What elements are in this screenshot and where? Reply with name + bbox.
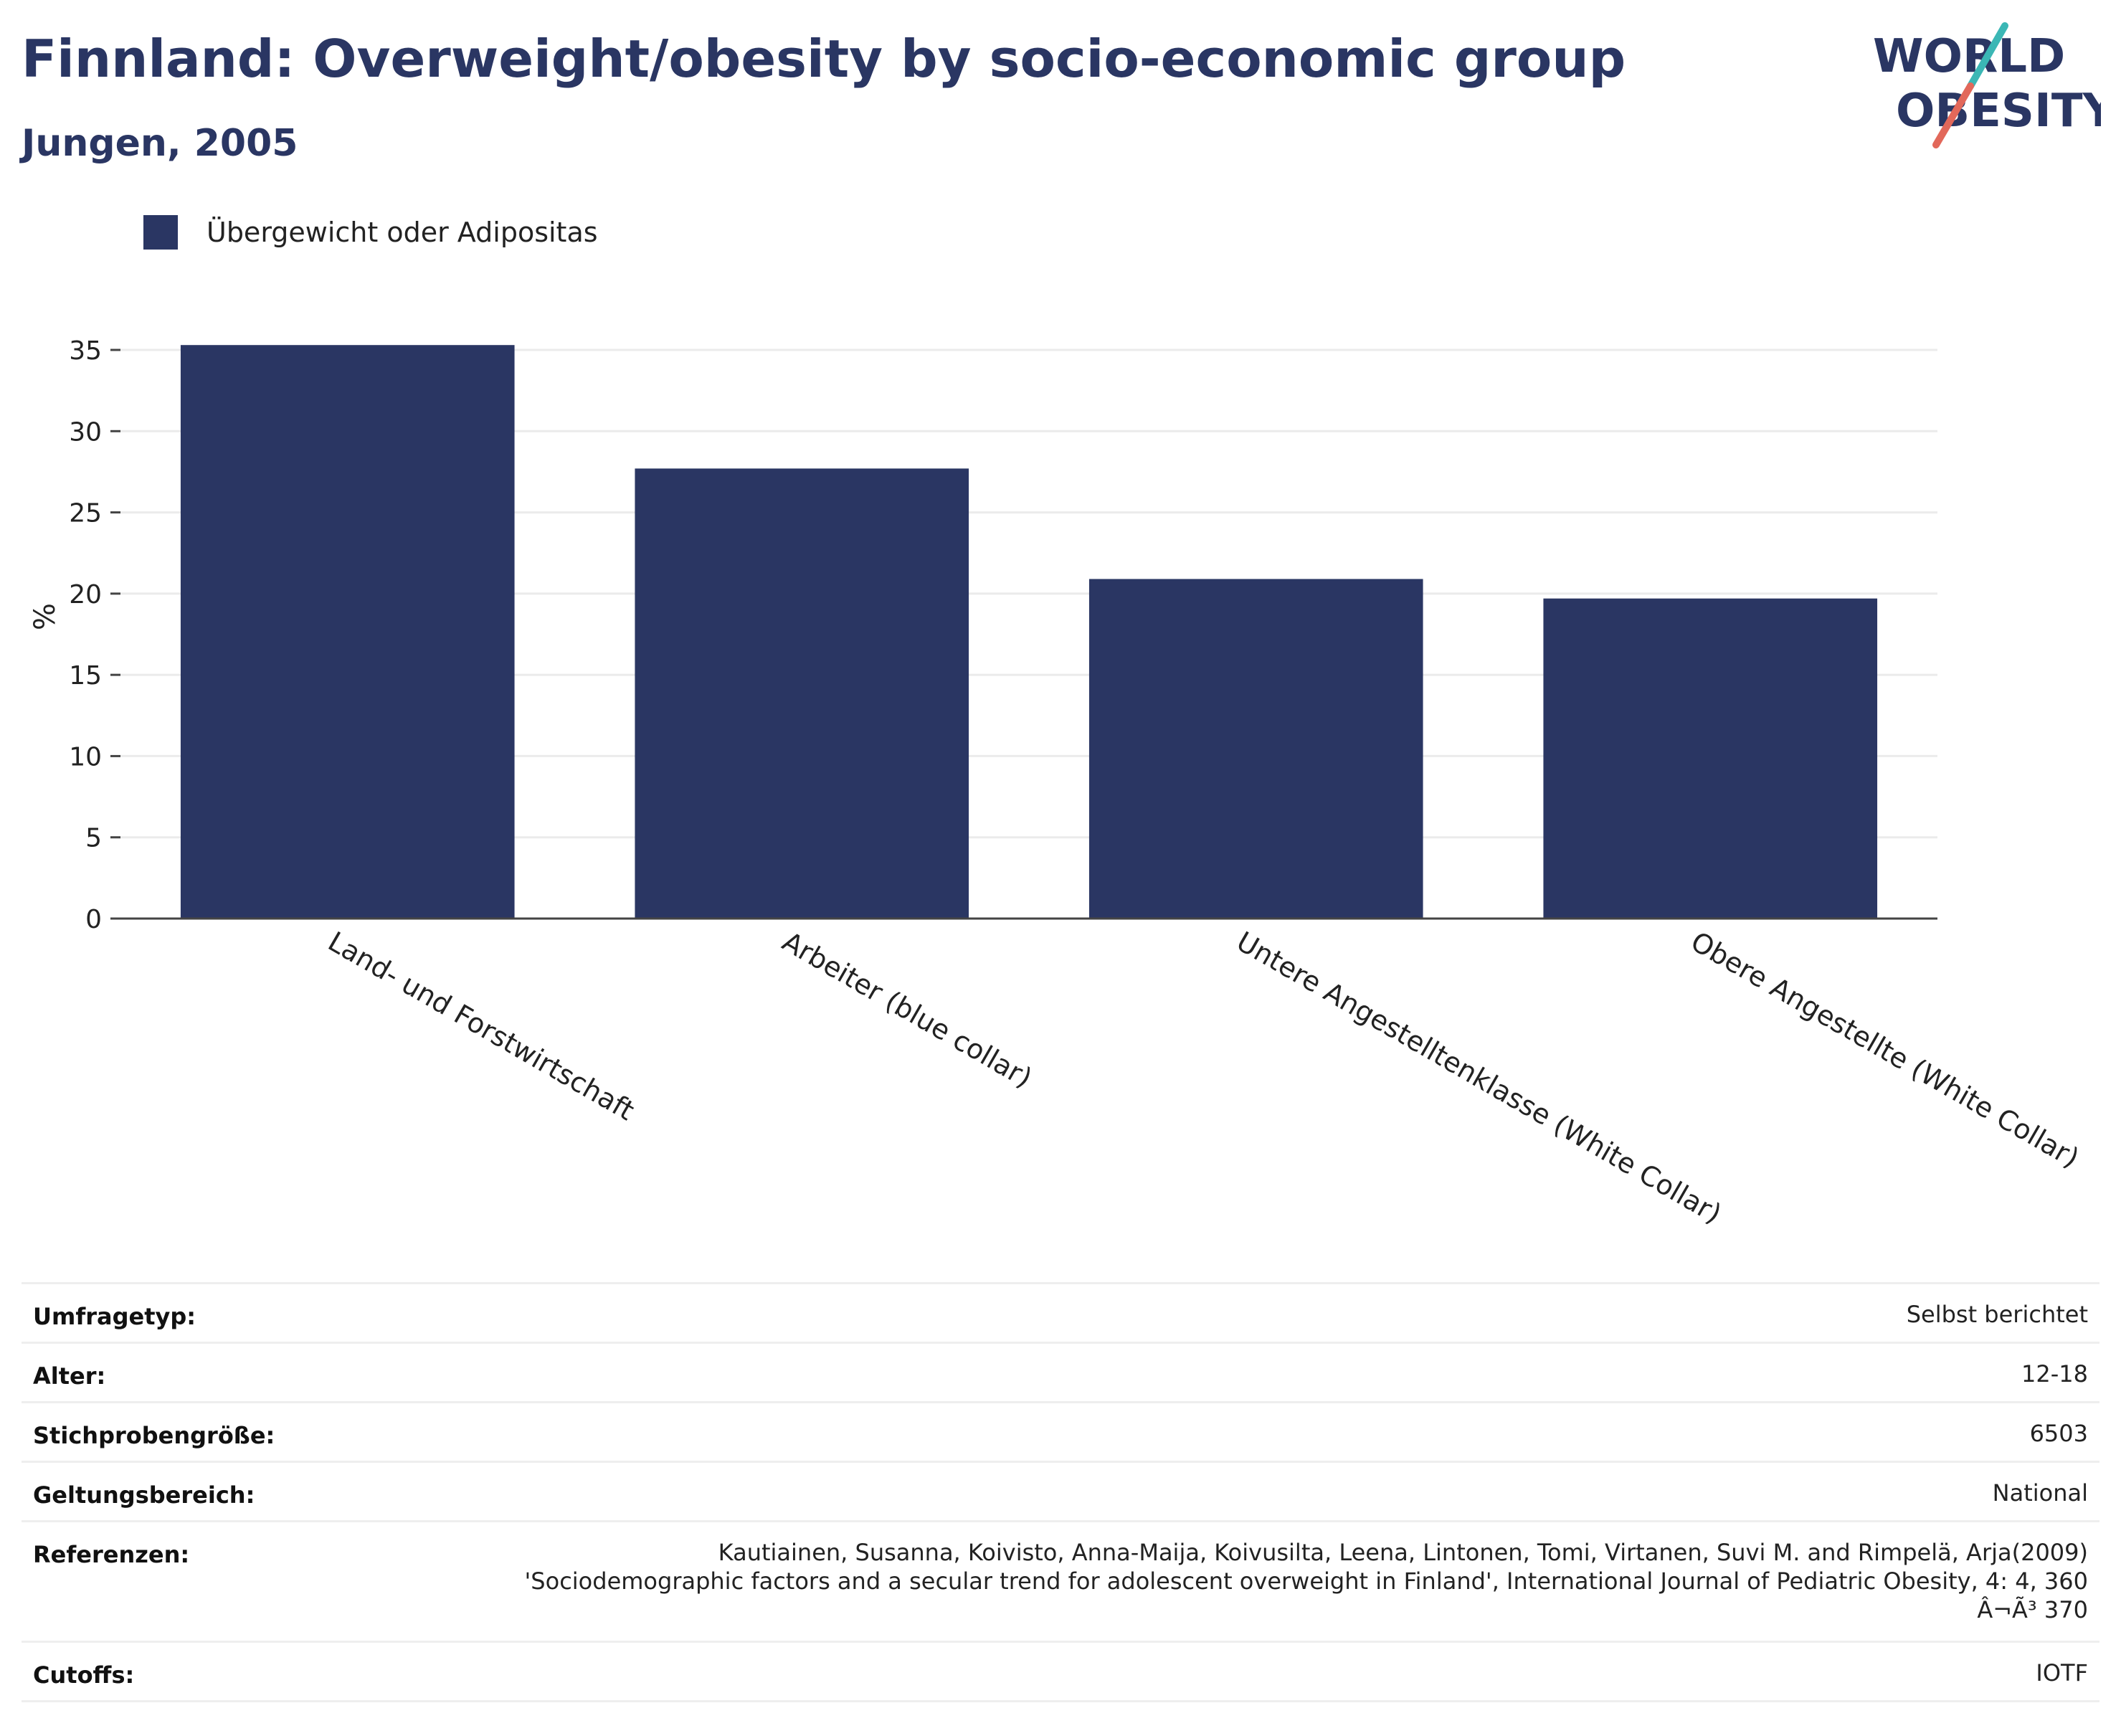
info-key: Stichprobengröße: xyxy=(33,1422,275,1449)
info-key: Alter: xyxy=(33,1362,106,1390)
info-key: Umfragetyp: xyxy=(33,1303,196,1330)
info-row-scope: Geltungsbereich: National xyxy=(22,1463,2099,1522)
y-tick-label: 5 xyxy=(85,824,102,853)
info-key: Geltungsbereich: xyxy=(33,1481,255,1509)
world-obesity-logo: WORLD OBESITY xyxy=(1873,22,2101,148)
x-category-label: Arbeiter (blue collar) xyxy=(777,926,1038,1094)
info-row-cutoffs: Cutoffs: IOTF xyxy=(22,1643,2099,1702)
info-row-survey-type: Umfragetyp: Selbst berichtet xyxy=(22,1284,2099,1344)
survey-info-table: Umfragetyp: Selbst berichtet Alter: 12-1… xyxy=(22,1282,2099,1702)
bar xyxy=(635,468,969,919)
reference-line: Kautiainen, Susanna, Koivisto, Anna-Maij… xyxy=(718,1539,2088,1566)
info-value: Selbst berichtet xyxy=(1906,1301,2088,1328)
x-category-label: Untere Angestelltenklasse (White Collar) xyxy=(1231,926,1727,1230)
reference-line: Â¬Ã³ 370 xyxy=(1977,1596,2088,1623)
y-tick-label: 10 xyxy=(69,742,102,772)
info-row-references: Referenzen: Kautiainen, Susanna, Koivist… xyxy=(22,1522,2099,1643)
chart-legend: Übergewicht oder Adipositas xyxy=(143,212,598,252)
bar xyxy=(1088,579,1423,919)
logo-line-2: OBESITY xyxy=(1896,85,2101,138)
logo-line-1: WORLD xyxy=(1873,30,2065,83)
x-category-label: Land- und Forstwirtschaft xyxy=(323,926,640,1126)
info-key: Cutoffs: xyxy=(33,1661,135,1689)
logo-slash-teal xyxy=(1967,22,2008,90)
info-row-age: Alter: 12-18 xyxy=(22,1344,2099,1403)
info-row-sample-size: Stichprobengröße: 6503 xyxy=(22,1403,2099,1463)
y-tick-label: 30 xyxy=(69,417,102,447)
chart-subtitle: Jungen, 2005 xyxy=(22,122,298,165)
y-axis-title: % xyxy=(29,603,62,630)
info-value: 6503 xyxy=(2029,1420,2088,1447)
y-tick-label: 0 xyxy=(85,905,102,934)
y-tick-label: 20 xyxy=(69,580,102,610)
bar xyxy=(1543,598,1878,919)
chart-title: Finnland: Overweight/obesity by socio-ec… xyxy=(22,29,1626,89)
bar xyxy=(180,345,515,919)
info-key: Referenzen: xyxy=(33,1541,190,1568)
info-value: IOTF xyxy=(2036,1659,2088,1687)
logo-slash-red xyxy=(1932,82,1974,148)
y-tick-label: 35 xyxy=(69,336,102,366)
info-value: National xyxy=(1992,1479,2088,1507)
reference-line: 'Sociodemographic factors and a secular … xyxy=(524,1567,2089,1595)
references-text: Kautiainen, Susanna, Koivisto, Anna-Maij… xyxy=(525,1538,2089,1624)
info-value: 12-18 xyxy=(2021,1360,2088,1388)
legend-label: Übergewicht oder Adipositas xyxy=(207,217,598,248)
legend-swatch xyxy=(143,215,178,250)
y-tick-label: 25 xyxy=(69,499,102,528)
bar-chart: 0 5 10 15 20 25 30 35 Land- und Forstwirtschaft A… xyxy=(29,336,2084,1230)
x-category-label: Obere Angestellte (White Collar) xyxy=(1686,926,2084,1175)
y-tick-label: 15 xyxy=(69,661,102,691)
